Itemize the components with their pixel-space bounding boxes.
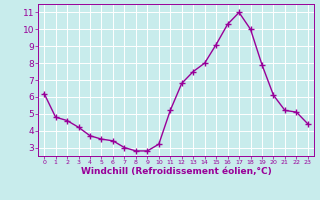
X-axis label: Windchill (Refroidissement éolien,°C): Windchill (Refroidissement éolien,°C) xyxy=(81,167,271,176)
